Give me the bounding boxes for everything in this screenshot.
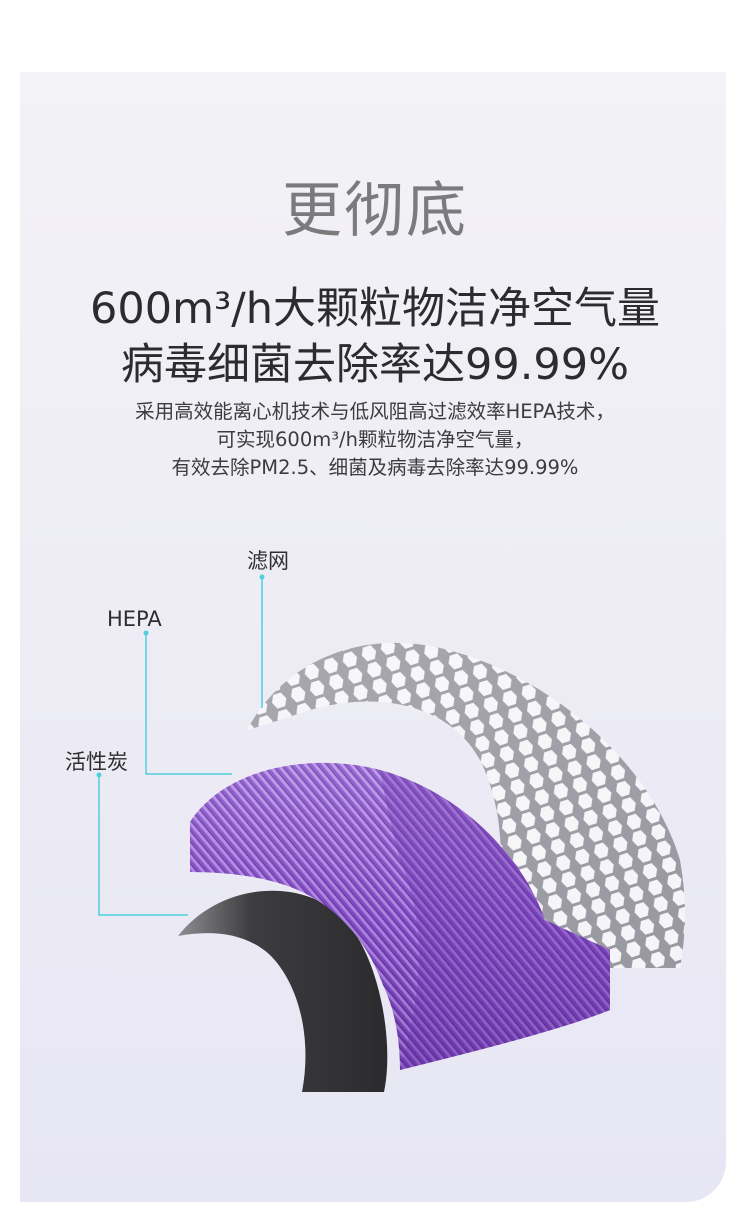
description-line-1: 采用高效能离心机技术与低风阻高过滤效率HEPA技术， — [135, 400, 615, 423]
carbon-label: 活性炭 — [65, 750, 128, 774]
section-title: 更彻底 — [282, 176, 468, 246]
hepa-pleated-icon — [190, 762, 610, 1070]
mesh-filter-icon — [247, 642, 685, 968]
activated-carbon-icon — [178, 890, 388, 1092]
headline-line-1: 600m³/h大颗粒物洁净空气量 — [90, 284, 660, 334]
description-line-2: 可实现600m³/h颗粒物洁净空气量， — [216, 428, 534, 451]
mesh-label: 滤网 — [247, 549, 289, 573]
hepa-label: HEPA — [107, 607, 162, 631]
headline-line-2: 病毒细菌去除率达99.99% — [121, 340, 629, 390]
description-line-3: 有效去除PM2.5、细菌及病毒去除率达99.99% — [171, 456, 579, 479]
leader-lines — [96, 574, 265, 916]
